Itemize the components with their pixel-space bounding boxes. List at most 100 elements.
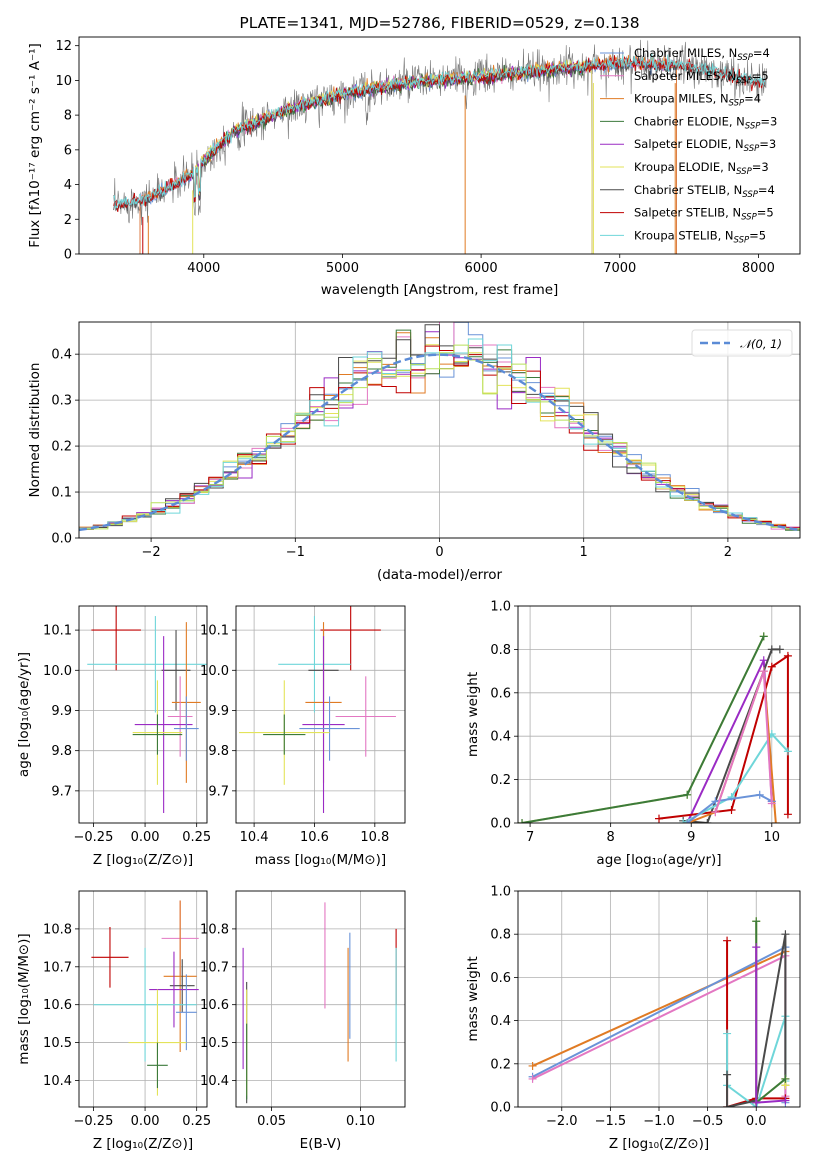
weight_vs_Z-lines <box>528 917 790 1107</box>
x-axis-label: (data-model)/error <box>377 567 503 583</box>
y-tick-label: 0.2 <box>51 440 72 455</box>
legend-subscript: SSP <box>729 99 745 109</box>
legend-suffix: =4 <box>758 183 775 197</box>
x-tick-label: −2.0 <box>546 1114 578 1129</box>
weight-marker <box>771 819 780 823</box>
x-tick-label: −1.0 <box>643 1114 675 1129</box>
weight-marker <box>752 943 761 952</box>
weight_vs_age-axes: 7 8 9 10 0.0 0.2 0.4 0.6 0.8 1.0 <box>490 600 800 845</box>
x-axis-label: Z [log₁₀(Z/Z⊙)] <box>93 852 193 868</box>
y-tick-label: 10.1 <box>43 624 72 639</box>
y-axis-label: mass weight <box>465 956 481 1041</box>
x-tick-label: 1 <box>580 545 588 560</box>
weight-marker <box>528 1061 537 1070</box>
legend-text: Salpeter ELODIE, N <box>634 137 744 151</box>
x-tick-label: 6000 <box>465 261 498 276</box>
x-tick-label: −1 <box>286 545 305 560</box>
x-tick-label: 7 <box>526 830 534 845</box>
y-tick-label: 9.8 <box>51 744 72 759</box>
y-tick-label: 10.4 <box>200 1074 229 1089</box>
age_vs_mass-frame <box>235 605 406 824</box>
y-tick-label: 0.8 <box>490 643 511 658</box>
legend-suffix: =5 <box>752 69 769 83</box>
y-tick-label: 10 <box>55 74 72 89</box>
age_vs_Z-points <box>87 606 207 813</box>
weight-series-line <box>521 635 765 823</box>
weight-series-line <box>714 670 773 813</box>
y-tick-label: 10.4 <box>43 1074 72 1089</box>
mass_vs_ebv-frame <box>235 890 406 1108</box>
weight-marker <box>759 656 768 665</box>
weight-marker <box>767 662 776 671</box>
residual-legend-box <box>691 329 793 357</box>
mass_vs_Z-frame <box>78 890 208 1108</box>
weight-marker <box>655 814 663 823</box>
x-axis-label: Z [log₁₀(Z/Z⊙)] <box>93 1136 193 1152</box>
legend-subscript: SSP <box>737 53 753 63</box>
chart-title: PLATE=1341, MJD=52786, FIBERID=0529, z=0… <box>239 14 639 32</box>
weight_vs_age-frame <box>517 605 801 824</box>
y-tick-label: 10.5 <box>43 1036 72 1051</box>
y-tick-label: 10.6 <box>43 998 72 1013</box>
x-tick-label: 8000 <box>742 261 775 276</box>
legend-entry: Kroupa ELODIE, NSSP=3 <box>634 160 769 177</box>
x-tick-label: 10.8 <box>360 830 389 845</box>
weight-series-line <box>686 793 773 823</box>
legend-subscript: SSP <box>734 235 750 245</box>
legend-suffix: =3 <box>760 114 777 128</box>
weight_vs_Z-frame <box>517 890 801 1108</box>
y-tick-label: 2 <box>64 213 72 228</box>
y-tick-label: 10.7 <box>43 960 72 975</box>
weight-marker <box>683 819 692 823</box>
legend-entry: Salpeter STELIB, NSSP=5 <box>634 206 774 223</box>
spectrum-frame <box>78 36 801 255</box>
x-tick-label: 0.05 <box>257 1114 286 1129</box>
x-tick-label: 5000 <box>326 261 359 276</box>
mass_vs_Z-points <box>91 900 199 1096</box>
weight-marker <box>723 1029 732 1038</box>
weight-marker <box>783 810 792 819</box>
legend-subscript: SSP <box>742 190 758 200</box>
y-axis-label: age [log₁₀(age/yr)] <box>16 652 32 777</box>
x-tick-label: −0.25 <box>74 1114 114 1129</box>
y-tick-label: 10.7 <box>200 960 229 975</box>
x-tick-label: 9 <box>687 830 695 845</box>
legend-entry: Chabrier MILES, NSSP=4 <box>634 46 770 63</box>
y-tick-label: 10.0 <box>43 664 72 679</box>
y-tick-label: 0.4 <box>490 730 511 745</box>
legend-suffix: =5 <box>757 206 774 220</box>
mass_vs_ebv-axes: 0.05 0.10 10.4 10.5 10.6 10.7 10.8 <box>200 891 405 1129</box>
x-axis-label: age [log₁₀(age/yr)] <box>596 852 721 868</box>
spectrum-model-line <box>113 53 766 209</box>
legend-suffix: =5 <box>749 228 766 242</box>
x-tick-label: 0.00 <box>131 1114 160 1129</box>
y-tick-label: 10.0 <box>200 664 229 679</box>
x-axis-label: E(B-V) <box>300 1136 342 1152</box>
weight-series-line <box>682 732 789 823</box>
y-tick-label: 9.7 <box>51 784 72 799</box>
spectrum-plot <box>113 39 767 254</box>
y-tick-label: 9.9 <box>208 704 229 719</box>
weight-marker <box>767 799 776 808</box>
y-tick-label: 0.2 <box>490 773 511 788</box>
y-tick-label: 4 <box>64 178 72 193</box>
x-tick-label: 0.10 <box>346 1114 375 1129</box>
legend-subscript: SSP <box>741 213 757 223</box>
y-tick-label: 10.8 <box>200 922 229 937</box>
weight-marker <box>723 936 732 945</box>
legend-subscript: SSP <box>736 167 752 177</box>
x-tick-label: 0.00 <box>131 830 160 845</box>
y-tick-label: 0.1 <box>51 486 72 501</box>
y-tick-label: 10.1 <box>200 624 229 639</box>
legend-text: Salpeter MILES, N <box>634 69 736 83</box>
x-tick-label: 0.0 <box>746 1114 767 1129</box>
y-tick-label: 10.5 <box>200 1036 229 1051</box>
y-tick-label: 0.6 <box>490 686 511 701</box>
weight-marker <box>783 651 792 660</box>
y-tick-label: 8 <box>64 109 72 124</box>
y-tick-label: 10.8 <box>43 922 72 937</box>
y-tick-label: 12 <box>55 39 72 54</box>
age_vs_mass-axes: 10.4 10.6 10.8 9.7 9.8 9.9 10.0 10.1 <box>200 606 405 845</box>
